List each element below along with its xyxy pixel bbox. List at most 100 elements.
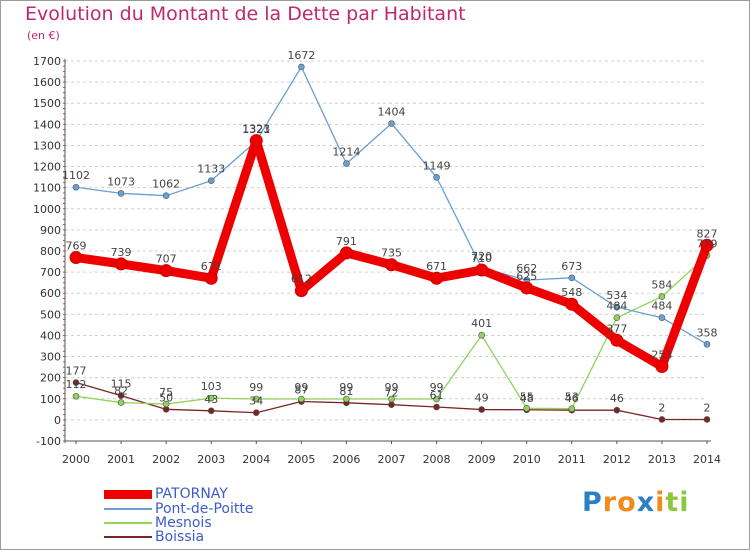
data-label: 401 [471, 317, 492, 330]
legend-item-pont-de-poitte: Pont-de-Poitte [104, 501, 254, 517]
data-point-patornay [655, 359, 669, 373]
logo-letter: o [617, 487, 637, 518]
y-tick-label: 0 [54, 414, 61, 427]
data-label: 1073 [107, 175, 135, 188]
data-labels: 769 7397076711323612791735671710625548377… [62, 49, 718, 415]
data-label: 1133 [197, 163, 225, 176]
y-tick-label: 1100 [33, 182, 61, 195]
x-tick-label: 2003 [197, 453, 225, 466]
data-label: 1149 [423, 159, 451, 172]
data-point-pont-de-poitte [72, 183, 80, 191]
y-tick-label: 1700 [33, 55, 61, 68]
data-point-mesnois [613, 314, 621, 322]
series-lines [69, 63, 714, 423]
y-tick-label: 700 [40, 266, 61, 279]
data-label: 584 [651, 279, 672, 292]
data-point-patornay [565, 297, 579, 311]
data-label: 671 [201, 260, 222, 273]
logo-letter: t [665, 487, 680, 518]
data-label: 50 [159, 391, 173, 404]
data-point-patornay [69, 251, 83, 265]
data-label: 112 [66, 378, 87, 391]
data-point-patornay [475, 263, 489, 277]
chart-subtitle: (en €) [27, 29, 60, 42]
logo-letter: P [582, 487, 603, 518]
data-label: 253 [651, 348, 672, 361]
data-label: 55 [520, 390, 534, 403]
data-label: 671 [426, 260, 447, 273]
data-label: 81 [339, 385, 353, 398]
data-point-patornay [385, 258, 398, 272]
y-tick-label: 600 [40, 287, 61, 300]
data-label: 99 [430, 381, 444, 394]
data-label: 534 [606, 289, 627, 302]
data-label: 548 [561, 286, 582, 299]
data-label: 1323 [242, 123, 270, 136]
data-point-boissia [703, 416, 711, 423]
logo-letter: r [602, 487, 618, 518]
data-point-patornay [114, 257, 128, 271]
data-point-patornay [249, 134, 263, 148]
data-point-mesnois [343, 395, 350, 403]
data-label: 1321 [242, 123, 270, 136]
data-label: 46 [610, 392, 624, 405]
y-tick-label: 1300 [33, 139, 61, 152]
legend-item-patornay: PATORNAY [104, 486, 228, 502]
data-label: 53 [565, 391, 579, 404]
data-point-mesnois [117, 399, 125, 406]
data-label: 2 [704, 401, 711, 414]
data-point-patornay [294, 284, 308, 298]
data-label: 43 [204, 393, 218, 406]
y-tick-label: 400 [40, 329, 61, 342]
data-label: 75 [159, 386, 173, 399]
y-tick-label: 1600 [33, 76, 61, 89]
data-label: 769 [66, 240, 87, 253]
data-label: 791 [336, 235, 357, 248]
data-label: 707 [156, 253, 177, 266]
data-label: 739 [111, 246, 132, 259]
x-tick-label: 2013 [648, 453, 676, 466]
x-tick-label: 2011 [558, 453, 586, 466]
y-tick-label: 900 [40, 224, 61, 237]
data-point-mesnois [658, 293, 666, 300]
legend-label: Boissia [155, 529, 205, 545]
data-label: 673 [561, 260, 582, 273]
data-point-pont-de-poitte [703, 341, 711, 348]
data-label: 377 [606, 322, 627, 335]
data-label: 61 [430, 389, 444, 402]
data-point-patornay [520, 281, 534, 295]
x-tick-label: 2010 [513, 453, 541, 466]
x-tick-label: 2006 [332, 453, 360, 466]
data-label: 1404 [378, 105, 406, 118]
y-tick-label: -100 [36, 435, 61, 448]
data-point-mesnois [207, 394, 215, 402]
data-label: 48 [520, 392, 534, 405]
data-label: 177 [66, 365, 87, 378]
data-label: 1214 [332, 146, 360, 159]
legend-swatch-mesnois [104, 522, 152, 524]
data-point-patornay [700, 238, 714, 252]
x-tick-label: 2008 [423, 453, 451, 466]
y-tick-label: 800 [40, 245, 61, 258]
legend-swatch-boissia [104, 536, 152, 538]
x-tick-label: 2001 [107, 453, 135, 466]
data-point-mesnois [478, 331, 485, 339]
axes: -100 0 100 200 300 400 500 600 700 800 900 1000 1100… [33, 55, 721, 466]
data-point-pont-de-poitte [162, 192, 170, 199]
x-tick-label: 2005 [287, 453, 315, 466]
data-point-pont-de-poitte [388, 120, 395, 127]
legend-label: Pont-de-Poitte [155, 501, 254, 517]
data-point-patornay [204, 271, 218, 285]
data-label: 99 [249, 381, 263, 394]
data-point-mesnois [298, 395, 305, 403]
data-label: 87 [294, 384, 308, 397]
data-label: 2 [658, 401, 665, 414]
data-label: 1672 [287, 49, 315, 62]
data-point-pont-de-poitte [658, 314, 666, 322]
data-point-boissia [613, 406, 621, 414]
data-label: 82 [114, 385, 128, 398]
data-label: 99 [385, 381, 399, 394]
data-point-pont-de-poitte [207, 177, 215, 184]
